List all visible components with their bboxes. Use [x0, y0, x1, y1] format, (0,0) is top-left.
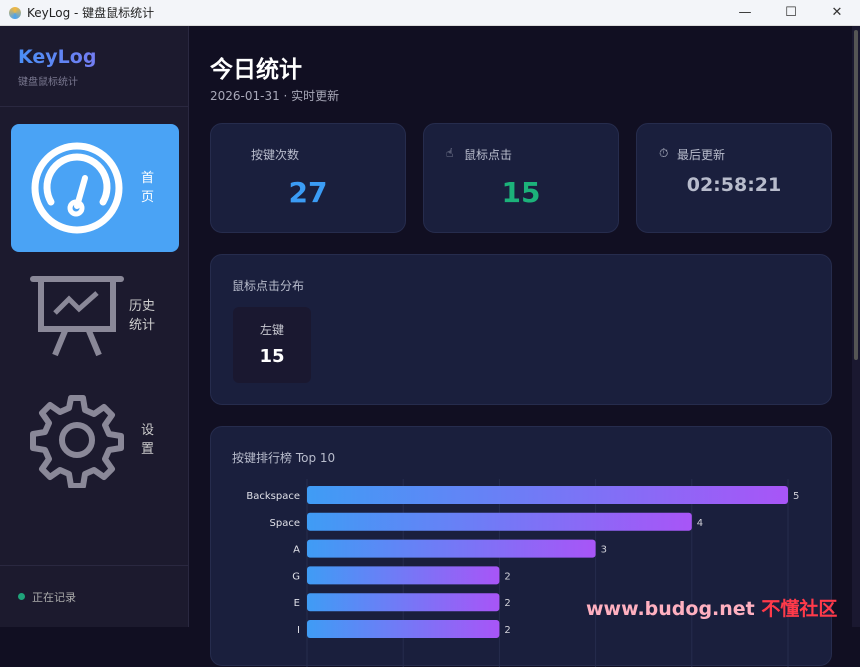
bar-value-label: 3	[601, 545, 607, 556]
bar	[307, 566, 500, 585]
bar-value-label: 2	[504, 598, 510, 609]
watermark: www.budog.net 不懂社区	[586, 598, 838, 620]
gauge-icon	[31, 142, 123, 234]
chart-title: 按键排行榜 Top 10	[232, 451, 336, 465]
stat-card-last-update: ⏱ 最后更新 02:58:21	[636, 123, 832, 233]
category-label: A	[293, 545, 300, 556]
bar-value-label: 4	[697, 518, 703, 529]
category-label: E	[294, 598, 300, 609]
category-label: Space	[270, 518, 300, 529]
stat-value: 15	[501, 176, 541, 209]
bar	[307, 593, 500, 612]
stat-label: 按键次数	[251, 148, 300, 162]
status-text: 正在记录	[32, 590, 76, 604]
sidebar-item-label: 设置	[141, 423, 155, 457]
category-label: Backspace	[246, 491, 300, 502]
app-icon	[9, 6, 21, 19]
left-click-tile: 左键 15	[233, 307, 311, 383]
bar	[307, 486, 788, 504]
title-bar: KeyLog - 键盘鼠标统计 — ☐ ✕	[0, 0, 860, 26]
bar-value-label: 2	[504, 571, 510, 582]
stat-label: 鼠标点击	[464, 148, 513, 162]
sidebar-item-label: 历史统计	[129, 299, 156, 333]
page-title: 今日统计	[210, 57, 302, 83]
recording-status: 正在记录	[0, 565, 189, 627]
pointer-hand-icon: ☝	[446, 146, 454, 160]
page-date: 2026-01-31 · 实时更新	[210, 89, 340, 103]
key-ranking-card: 按键排行榜 Top 10 Backspace 5 Space 4 A 3 G 2 E 2 I 2	[210, 426, 832, 667]
stat-label: 最后更新	[677, 148, 726, 162]
maximize-button[interactable]: ☐	[785, 5, 797, 20]
stat-value: 27	[288, 176, 328, 209]
sidebar-item-label: 首页	[141, 171, 155, 205]
category-label: G	[292, 571, 300, 582]
gear-icon	[30, 395, 124, 488]
minimize-button[interactable]: —	[738, 5, 752, 20]
status-dot-icon	[18, 593, 25, 600]
app-subtitle: 键盘鼠标统计	[18, 77, 78, 88]
bar-value-label: 5	[793, 491, 799, 502]
bar	[307, 512, 692, 531]
close-button[interactable]: ✕	[831, 5, 843, 20]
bar	[307, 620, 500, 638]
presentation-chart-icon	[30, 276, 124, 357]
window-title: KeyLog - 键盘鼠标统计	[27, 6, 155, 20]
mouse-distribution-card: 鼠标点击分布 左键 15	[210, 254, 832, 405]
sidebar-item-history[interactable]: 历史统计	[11, 252, 179, 380]
stat-card-clicks: ☝ 鼠标点击 15	[423, 123, 619, 233]
sidebar-item-settings[interactable]: 设置	[11, 376, 179, 504]
sidebar-item-home[interactable]: 首页	[11, 124, 179, 252]
stopwatch-icon: ⏱	[659, 146, 669, 160]
main-content: 今日统计 2026-01-31 · 实时更新 按键次数 27 ☝ 鼠标点击 15…	[190, 26, 852, 667]
scrollbar[interactable]	[852, 26, 860, 627]
app-logo: KeyLog	[18, 46, 170, 68]
section-title: 鼠标点击分布	[232, 279, 305, 293]
sidebar: KeyLog 键盘鼠标统计 首页 历史统计 设置 正在记录	[0, 26, 189, 627]
tile-label: 左键	[259, 323, 284, 337]
bar	[307, 539, 596, 558]
tile-value: 15	[259, 346, 285, 367]
stat-card-keys: 按键次数 27	[210, 123, 406, 233]
stat-value: 02:58:21	[686, 174, 782, 196]
